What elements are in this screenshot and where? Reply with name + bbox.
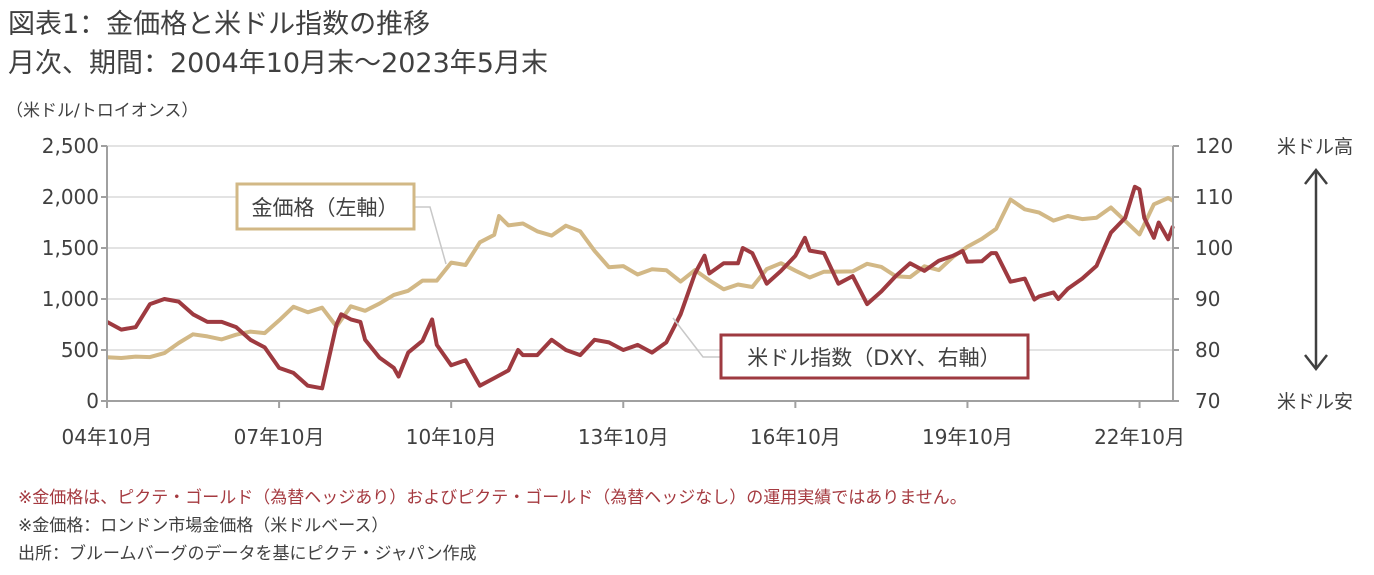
note-data-source: 出所：ブルームバーグのデータを基にピクテ・ジャパン作成	[18, 544, 477, 564]
right-axis-tick-label: 90	[1195, 287, 1220, 311]
double-arrow-icon	[1304, 167, 1328, 372]
callout-labels: 金価格（左軸） 米ドル指数（DXY、右軸）	[235, 182, 1030, 380]
note-gold-source: ※金価格：ロンドン市場金価格（米ドルベース）	[18, 516, 389, 536]
x-axis-tick-label: 16年10月	[750, 425, 841, 449]
right-axis-tick-label: 120	[1195, 134, 1233, 158]
x-axis-tick-label: 07年10月	[234, 425, 325, 449]
series-lines	[106, 184, 1175, 391]
gold-legend-label: 金価格（左軸）	[252, 196, 399, 220]
dollar-strong-label: 米ドル高	[1277, 136, 1353, 158]
dxy-legend-label: 米ドル指数（DXY、右軸）	[747, 346, 1000, 370]
dxy-legend-box	[719, 333, 1030, 380]
chart-subtitle: 月次、期間：2004年10月末～2023年5月末	[8, 48, 548, 79]
dxy-line	[106, 184, 1175, 391]
note-disclaimer: ※金価格は、ピクテ・ゴールド（為替ヘッジあり）およびピクテ・ゴールド（為替ヘッジ…	[18, 488, 967, 508]
right-axis-tick-label: 70	[1195, 389, 1220, 413]
left-axis-unit-label: （米ドル/トロイオンス）	[6, 101, 199, 121]
right-axis-tick-label: 80	[1195, 338, 1220, 362]
left-axis-tick-label: 1,000	[42, 287, 99, 311]
gold-legend-box	[235, 182, 416, 231]
left-axis-tick-label: 0	[86, 389, 99, 413]
right-axis-tick-label: 110	[1195, 185, 1233, 209]
dollar-direction-annotation: 米ドル高 米ドル安	[1277, 136, 1353, 413]
dxy-leader-line	[672, 317, 720, 358]
axes: 0 500 1,000 1,500 2,000 2,500 70 80 90 100 110 120 0…	[42, 134, 1233, 449]
right-axis-tick-label: 100	[1195, 236, 1233, 260]
x-axis-tick-label: 04年10月	[62, 425, 153, 449]
left-axis-tick-label: 1,500	[42, 236, 99, 260]
x-axis-tick-label: 22年10月	[1094, 425, 1185, 449]
gridlines	[107, 145, 1173, 351]
left-axis-tick-label: 2,500	[42, 134, 99, 158]
dollar-weak-label: 米ドル安	[1277, 391, 1353, 413]
left-axis-tick-label: 2,000	[42, 185, 99, 209]
left-axis-tick-label: 500	[61, 338, 99, 362]
gold-price-line	[106, 196, 1175, 360]
x-axis-tick-label: 10年10月	[406, 425, 497, 449]
x-axis-tick-label: 19年10月	[922, 425, 1013, 449]
gold-leader-line	[414, 206, 447, 265]
x-axis-tick-label: 13年10月	[578, 425, 669, 449]
chart-title: 図表1：金価格と米ドル指数の推移	[8, 9, 431, 40]
